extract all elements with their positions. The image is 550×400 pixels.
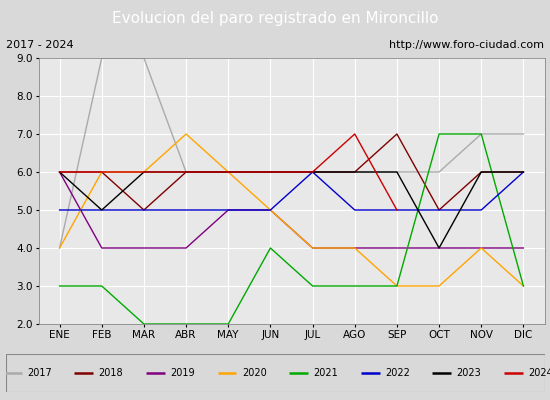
Text: 2017 - 2024: 2017 - 2024 xyxy=(6,40,73,50)
Text: 2022: 2022 xyxy=(385,368,410,378)
FancyBboxPatch shape xyxy=(6,354,544,392)
Text: 2020: 2020 xyxy=(242,368,267,378)
Text: 2024: 2024 xyxy=(529,368,550,378)
Text: 2017: 2017 xyxy=(27,368,52,378)
Text: 2023: 2023 xyxy=(456,368,481,378)
Text: 2019: 2019 xyxy=(170,368,195,378)
Text: http://www.foro-ciudad.com: http://www.foro-ciudad.com xyxy=(389,40,544,50)
Text: 2021: 2021 xyxy=(314,368,338,378)
Text: 2018: 2018 xyxy=(98,368,123,378)
Text: Evolucion del paro registrado en Mironcillo: Evolucion del paro registrado en Mironci… xyxy=(112,10,438,26)
